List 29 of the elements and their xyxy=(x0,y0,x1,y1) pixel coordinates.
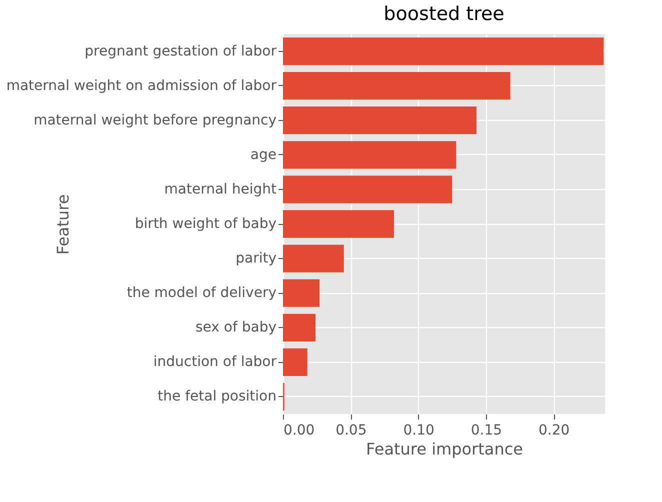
chart-title: boosted tree xyxy=(384,3,504,25)
bar xyxy=(283,244,344,272)
x-tick-label: 0.20 xyxy=(538,422,570,438)
bar xyxy=(283,176,452,204)
bar xyxy=(283,279,320,307)
y-tick-label: sex of baby xyxy=(196,320,276,336)
x-axis-title: Feature importance xyxy=(366,440,523,458)
y-tick-label: age xyxy=(250,146,276,163)
y-tick-label: parity xyxy=(236,250,276,267)
bar xyxy=(283,106,476,134)
y-tick-label: the fetal position xyxy=(158,388,276,405)
x-tick-label: 0.15 xyxy=(470,422,502,438)
y-tick-label: birth weight of baby xyxy=(134,216,276,232)
y-tick-label: pregnant gestation of labor xyxy=(84,43,277,60)
y-tick-label: maternal weight before pregnancy xyxy=(34,112,276,128)
x-tick-label: 0.10 xyxy=(403,422,434,438)
bar xyxy=(283,314,316,342)
bar xyxy=(283,141,456,169)
y-tick-label: maternal weight on admission of labor xyxy=(6,78,277,94)
bar xyxy=(283,210,394,238)
x-tick-label: 0.05 xyxy=(336,422,367,438)
bar xyxy=(283,348,308,376)
y-tick-label: maternal height xyxy=(164,181,278,198)
y-axis-title: Feature xyxy=(54,194,72,255)
bar xyxy=(283,37,604,66)
y-tick-label: induction of labor xyxy=(153,354,277,370)
x-tick-label: 0.00 xyxy=(284,422,315,438)
bar xyxy=(283,72,510,100)
y-tick-label: the model of delivery xyxy=(126,285,276,302)
